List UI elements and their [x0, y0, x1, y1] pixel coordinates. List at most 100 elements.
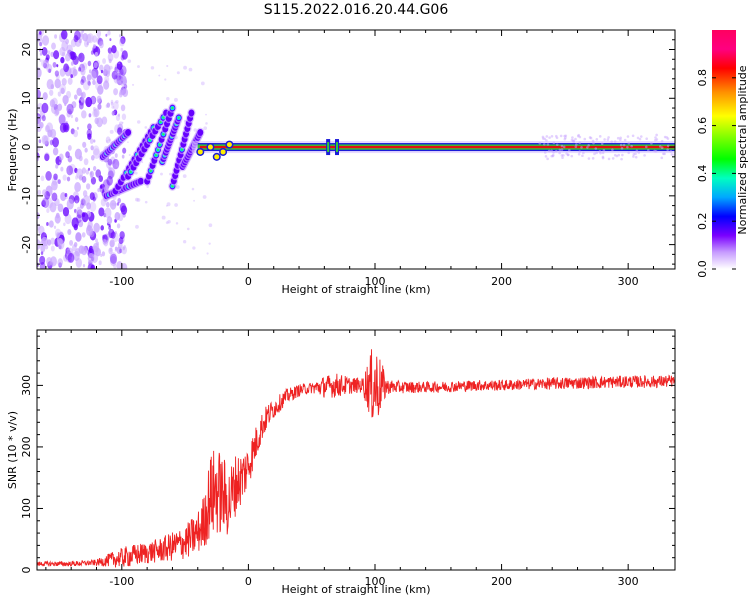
spectrogram-noise-blob	[111, 45, 117, 54]
spectrogram-speckle	[208, 223, 213, 228]
spectrogram-noise-blob	[78, 52, 85, 63]
carrier-spread	[638, 137, 642, 141]
carrier-spread	[574, 145, 578, 149]
spectrogram-noise-blob	[87, 80, 91, 87]
spectrogram-noise-blob	[107, 158, 113, 166]
stripe-peak-center	[154, 153, 158, 157]
spectrogram-speckle	[134, 171, 138, 175]
carrier-spread	[632, 155, 635, 158]
spectrogram-noise-blob	[39, 52, 43, 56]
spectrogram-noise-blob	[105, 139, 108, 143]
spectrogram-noise-blob	[40, 245, 46, 253]
spectrogram-noise-blob	[60, 87, 65, 95]
spectrogram-noise-blob	[66, 165, 74, 176]
spectrogram-noise-blob	[66, 90, 72, 99]
stripe-peak-center	[177, 116, 180, 119]
spectrogram-noise-blob	[86, 33, 94, 44]
spectrogram-noise-blob	[96, 95, 102, 103]
spectrogram-noise-blob	[73, 66, 76, 71]
spectrogram-speckle	[118, 62, 121, 65]
spectrogram-noise-blob	[98, 175, 103, 182]
snr-x-label: Height of straight line (km)	[281, 583, 430, 596]
spectrogram-noise-blob	[75, 232, 82, 242]
spectrogram-noise-blob	[49, 89, 54, 96]
spectrogram-speckle	[108, 167, 111, 170]
spectrogram-noise-blob	[74, 195, 80, 204]
carrier-spread	[580, 146, 583, 149]
carrier-spread	[619, 138, 622, 142]
carrier-spread	[589, 136, 593, 140]
carrier-spread	[655, 133, 658, 137]
spectrogram-speckle	[173, 97, 178, 102]
spectrogram-noise-blob	[54, 34, 58, 39]
spectrogram-noise-blob	[74, 117, 79, 123]
spectrogram-noise-blob	[45, 171, 52, 181]
carrier-spread	[626, 145, 629, 149]
carrier-spread	[570, 154, 574, 158]
spectrogram-noise-blob	[61, 77, 67, 86]
spectrogram-noise-blob	[120, 54, 125, 61]
carrier-spread	[576, 134, 580, 138]
spectrogram-noise-blob	[52, 137, 60, 148]
spectrogram-speckle	[114, 249, 118, 252]
spectrogram-speckle	[111, 202, 115, 206]
spectrogram-speckle	[166, 97, 170, 101]
spectrogram-speckle	[175, 222, 179, 225]
spectrogram-noise-blob	[44, 153, 50, 162]
spectrogram-noise-blob	[107, 47, 113, 54]
spectrogram-speckle	[107, 167, 112, 172]
spectrogram-noise-blob	[92, 145, 100, 156]
spectrogram-noise-blob	[105, 104, 109, 108]
spectrogram-noise-blob	[57, 258, 63, 267]
carrier-spread	[619, 136, 622, 140]
snr-y-tick-label: 300	[20, 375, 33, 396]
spectrogram-noise-blob	[86, 74, 92, 82]
carrier-spread	[583, 137, 587, 141]
spectrogram-noise-blob	[86, 183, 91, 190]
spectrogram-speckle	[108, 138, 111, 142]
carrier-spread	[561, 156, 564, 160]
carrier-spread	[669, 150, 673, 153]
spectrogram-speckle	[165, 221, 169, 225]
spectrogram-noise-blob	[104, 75, 110, 84]
spectrogram-noise-blob	[112, 111, 116, 115]
spectrogram-noise-blob	[52, 61, 57, 68]
spectrogram-noise-blob	[50, 245, 55, 252]
spectrogram-noise-blob	[65, 38, 69, 45]
carrier-spread	[647, 148, 650, 152]
spectrogram-speckle	[137, 65, 140, 68]
carrier-spread	[550, 149, 553, 153]
early-carrier-blob-core	[220, 149, 226, 155]
spectrogram-noise-blob	[118, 80, 122, 85]
colorbar: 0.0 0.2 0.4 0.6 0.8 Normalized spectral ampl…	[696, 30, 749, 278]
early-carrier-blob-core	[226, 142, 232, 148]
spectrogram-speckle	[158, 74, 161, 77]
spectrogram-noise-blob	[37, 115, 42, 125]
carrier-spread	[626, 135, 630, 138]
spectrogram-noise-blob	[64, 192, 68, 197]
spectrogram-speckle	[166, 202, 171, 207]
spectrogram-noise-blob	[60, 166, 64, 172]
spectrogram-speckle	[136, 198, 141, 202]
spectrogram-noise-blob	[89, 201, 97, 212]
spectrogram-noise-blob	[121, 113, 127, 121]
stripe-peak-center	[158, 143, 161, 146]
spectrogram-speckle	[128, 153, 131, 156]
spectrogram-speckle	[202, 195, 207, 199]
carrier-spread	[660, 139, 664, 143]
spectrogram-noise-blob	[75, 175, 78, 180]
spectrogram-noise-blob	[106, 102, 111, 108]
spectrogram-noise-blob	[96, 117, 103, 128]
spectrogram-noise-blob	[86, 225, 94, 236]
carrier-spread	[599, 151, 602, 155]
spectrogram-noise-blob	[49, 202, 57, 213]
spectrogram-noise-blob	[73, 208, 77, 213]
spectrogram-noise-blob	[59, 46, 66, 57]
snr-x-tick-label: 0	[245, 575, 252, 588]
carrier-spread	[558, 151, 561, 155]
spectrogram-noise-blob	[101, 251, 106, 257]
spectrogram-noise-blob	[85, 96, 93, 108]
spectrogram-speckle	[166, 64, 169, 68]
spectrogram-speckle	[165, 204, 168, 207]
spectrogram-noise-blob	[116, 246, 122, 255]
